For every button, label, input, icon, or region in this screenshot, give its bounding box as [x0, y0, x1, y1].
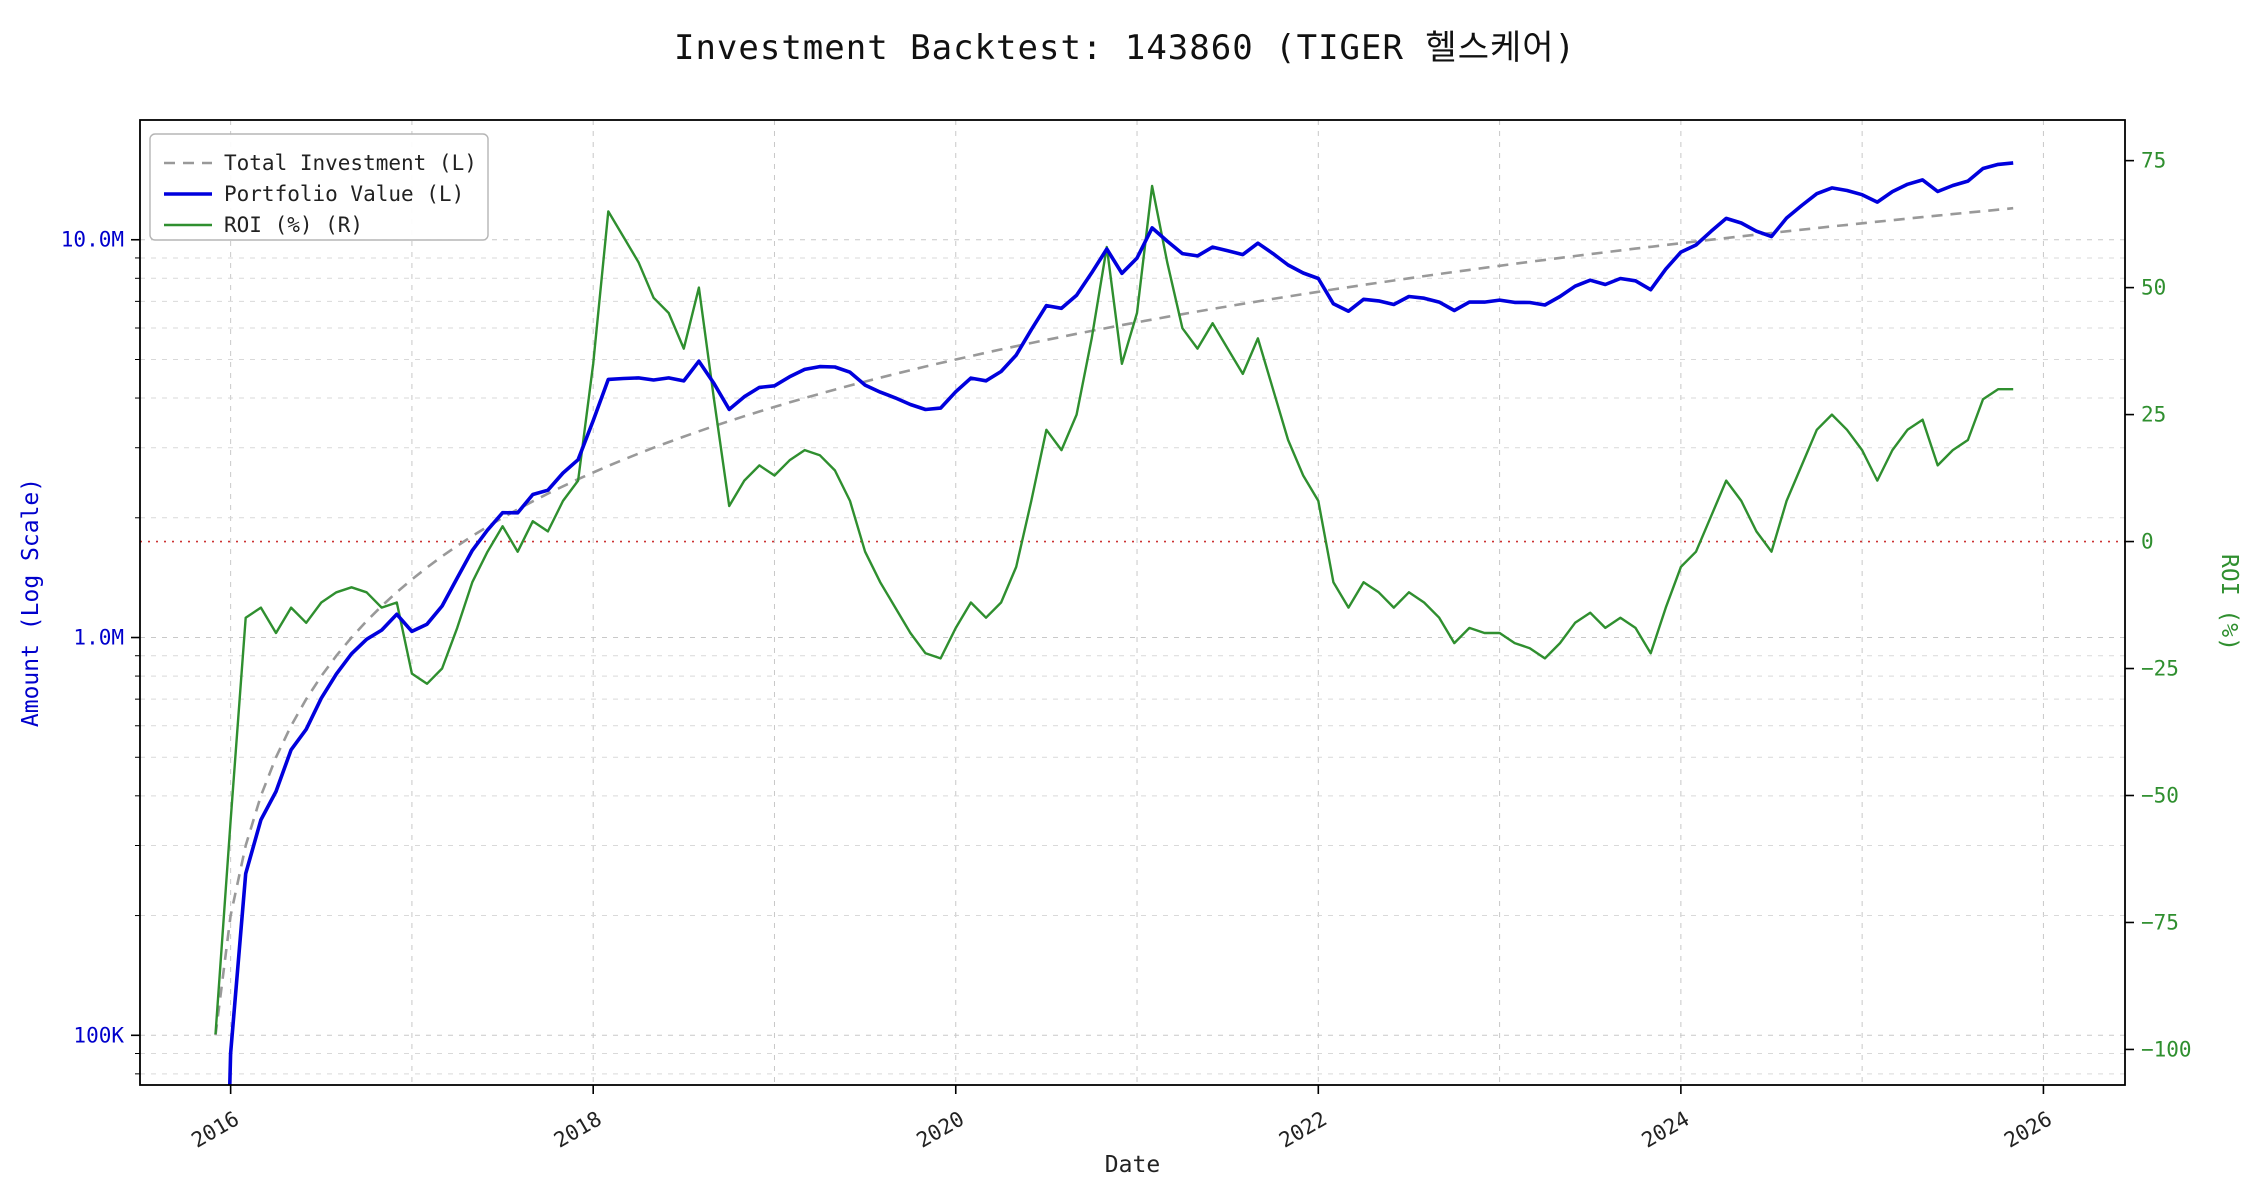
plot-border	[139, 119, 2126, 1086]
left-axis-title: Amount (Log Scale)	[18, 478, 44, 727]
right-axis-title: ROI (%)	[2216, 554, 2242, 651]
legend-item: ROI (%) (R)	[164, 213, 363, 237]
x-tick-label: 2026	[2000, 1107, 2056, 1153]
legend-label: ROI (%) (R)	[224, 213, 363, 237]
chart-title: Investment Backtest: 143860 (TIGER 헬스케어)	[673, 28, 1577, 68]
total-investment-line	[214, 206, 2014, 1036]
left-tick-label: 1.0M	[73, 626, 124, 650]
right-tick-label: −75	[2141, 910, 2179, 934]
series-group	[214, 161, 2014, 1085]
legend-item: Portfolio Value (L)	[164, 182, 464, 206]
x-tick-label: 2018	[550, 1107, 606, 1153]
right-axis: −100 −75 −50 −25 0 25 50 75	[2125, 149, 2192, 1061]
right-tick-label: −100	[2141, 1037, 2192, 1061]
x-tick-label: 2016	[187, 1107, 243, 1153]
right-tick-label: 75	[2141, 149, 2166, 173]
right-tick-label: −25	[2141, 657, 2179, 681]
left-tick-label: 100K	[73, 1023, 124, 1047]
x-tick-label: 2024	[1638, 1107, 1694, 1153]
right-tick-label: 0	[2141, 530, 2154, 554]
legend-item: Total Investment (L)	[164, 151, 477, 175]
right-tick-label: 50	[2141, 276, 2166, 300]
legend-label: Total Investment (L)	[224, 151, 477, 175]
left-tick-label: 10.0M	[61, 228, 124, 252]
legend-box	[149, 133, 489, 241]
x-axis: 2016 2018 2020 2022 2024 2026	[187, 1085, 2056, 1153]
portfolio-value-line	[227, 161, 2014, 1085]
x-tick-label: 2022	[1275, 1107, 1331, 1153]
gridlines	[140, 120, 2125, 1085]
right-tick-label: −50	[2141, 784, 2179, 808]
x-tick-label: 2020	[912, 1107, 968, 1153]
right-tick-label: 25	[2141, 403, 2166, 427]
legend: Total Investment (L) Portfolio Value (L) R…	[149, 133, 489, 241]
left-axis: 100K 1.0M 10.0M	[61, 228, 140, 1075]
x-axis-title: Date	[1105, 1152, 1160, 1178]
roi-line	[214, 184, 2014, 1035]
legend-label: Portfolio Value (L)	[224, 182, 464, 206]
